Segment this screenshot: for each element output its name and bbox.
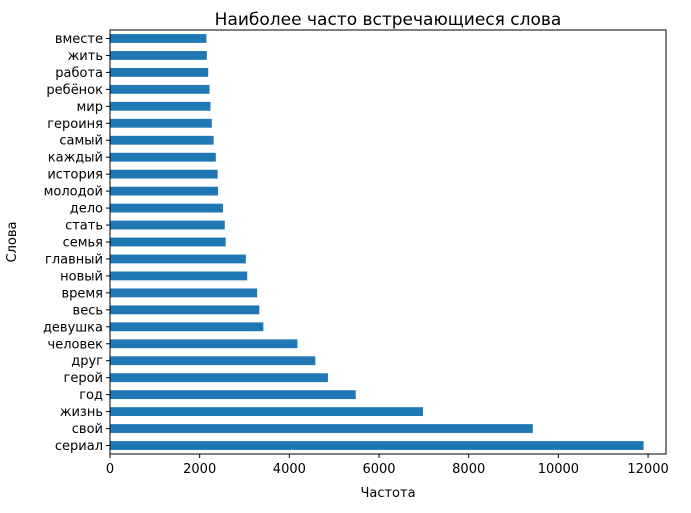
bar-21 [110, 84, 210, 94]
y-tick-label: стать [65, 219, 103, 234]
bar-12 [110, 237, 226, 247]
x-tick-label: 8000 [452, 462, 485, 477]
y-tick-label: работа [55, 66, 103, 81]
bar-2 [110, 407, 423, 417]
y-tick-label: жить [68, 49, 103, 64]
plot-frame [109, 29, 667, 455]
bar-0 [110, 441, 644, 450]
y-tick-label: человек [48, 337, 104, 352]
bar-3 [110, 390, 356, 400]
y-tick-label: время [61, 286, 103, 301]
x-tick-label: 10000 [538, 462, 579, 477]
y-tick-label: история [47, 168, 103, 183]
y-tick-label: семья [63, 236, 103, 251]
bar-10 [110, 271, 248, 281]
x-tick-label: 0 [106, 462, 114, 477]
bar-7 [110, 322, 264, 332]
x-ticks-group: 0 2000 4000 6000 8000 10000 12000 [106, 454, 669, 477]
x-tick-label: 12000 [627, 462, 668, 477]
y-axis-label: Слова [5, 222, 20, 263]
bar-16 [110, 169, 218, 179]
bar-20 [110, 101, 211, 111]
bar-15 [110, 186, 219, 196]
bar-8 [110, 305, 260, 315]
bar-19 [110, 118, 212, 128]
y-tick-label: сериал [55, 439, 103, 454]
bar-22 [110, 67, 209, 77]
bar-13 [110, 220, 225, 230]
x-tick-label: 2000 [183, 462, 216, 477]
y-tick-label: молодой [44, 185, 103, 200]
x-tick-label: 4000 [273, 462, 306, 477]
y-tick-label: вместе [55, 32, 103, 47]
bar-9 [110, 288, 258, 298]
y-tick-label: девушка [43, 320, 103, 335]
bars-group [110, 34, 644, 450]
y-tick-label: ребёнок [46, 83, 103, 98]
y-ticks-group: сериал свой жизнь год герой друг человек девушк… [43, 32, 110, 454]
bar-14 [110, 203, 223, 213]
bar-4 [110, 373, 328, 383]
x-tick-label: 6000 [362, 462, 395, 477]
chart-title: Наиболее часто встречающиеся слова [215, 10, 562, 30]
y-tick-label: друг [71, 354, 103, 369]
y-tick-label: новый [60, 269, 103, 284]
bar-17 [110, 152, 216, 162]
y-tick-label: герой [64, 371, 103, 386]
y-tick-label: героиня [47, 117, 103, 132]
bar-24 [110, 34, 207, 43]
bar-1 [110, 424, 533, 433]
x-axis-label: Частота [360, 486, 415, 501]
bar-23 [110, 51, 207, 60]
y-tick-label: дело [70, 202, 103, 217]
bar-5 [110, 356, 316, 366]
y-tick-label: жизнь [60, 405, 103, 420]
bar-11 [110, 254, 246, 264]
y-tick-label: год [79, 388, 103, 403]
y-tick-label: свой [72, 422, 103, 437]
y-tick-label: главный [45, 252, 103, 267]
y-tick-label: самый [59, 134, 103, 149]
bar-18 [110, 135, 214, 145]
y-tick-label: весь [73, 303, 103, 318]
bar-6 [110, 339, 298, 349]
y-tick-label: каждый [48, 151, 103, 166]
y-tick-label: мир [76, 100, 103, 115]
